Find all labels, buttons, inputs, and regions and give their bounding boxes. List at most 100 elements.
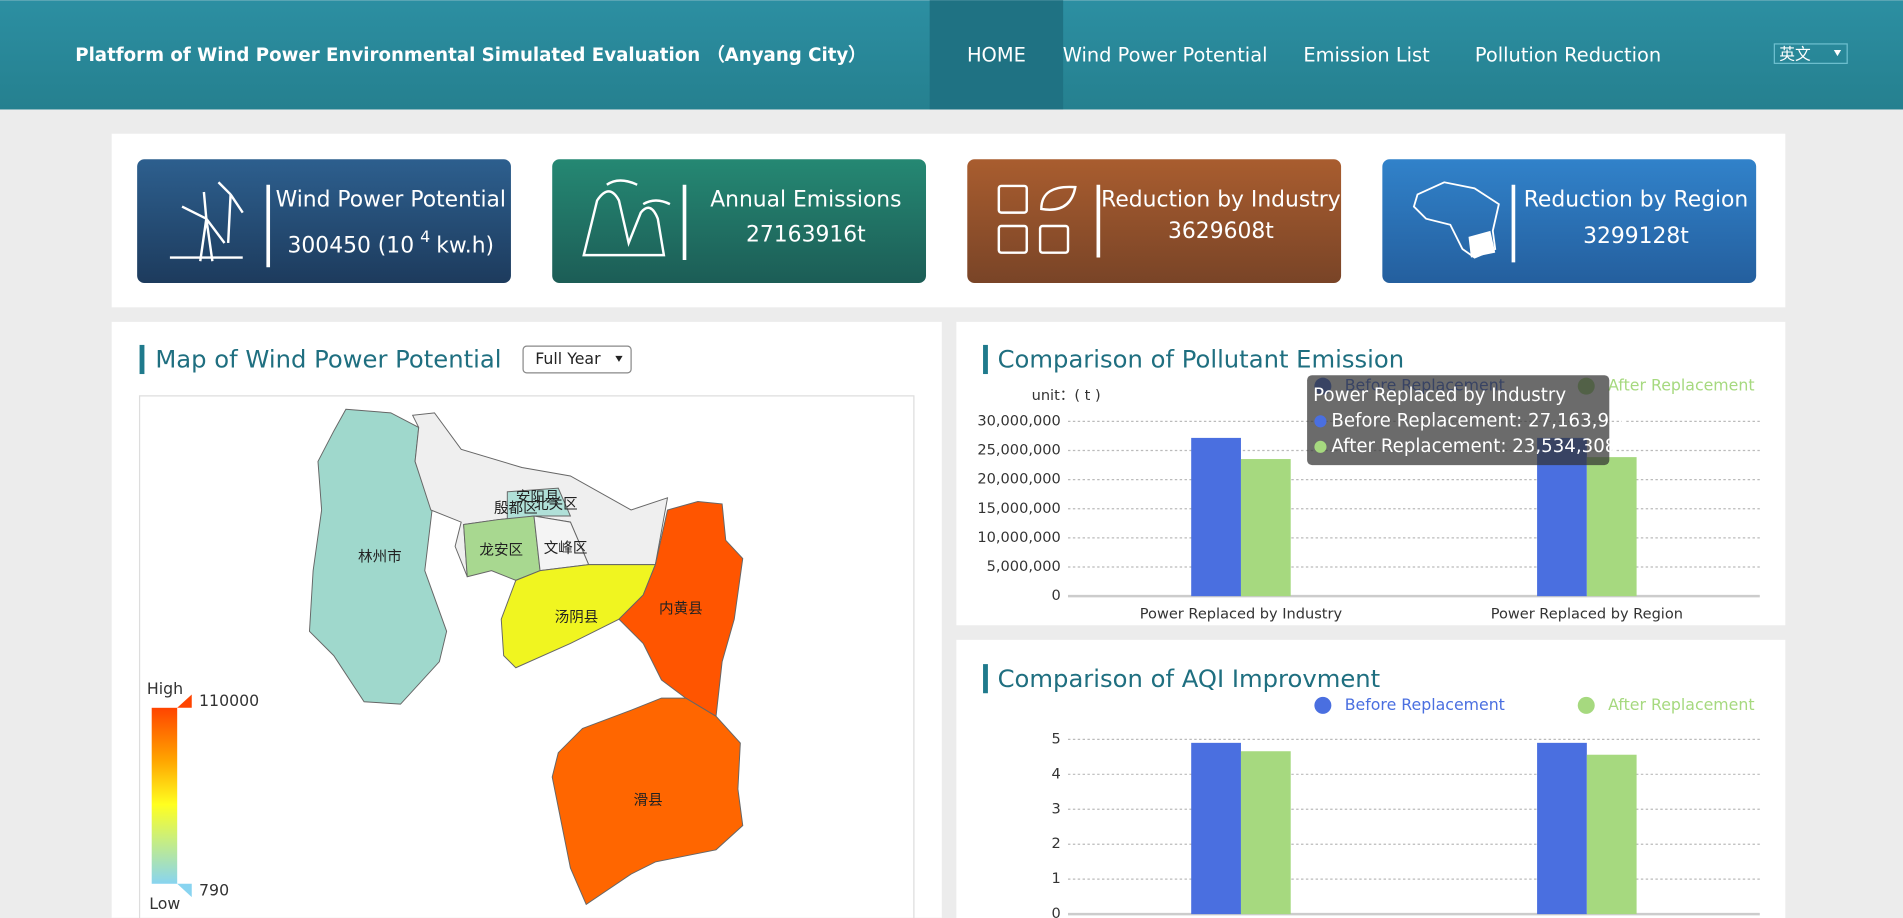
- y-tick-label: 3: [1051, 800, 1060, 817]
- legend-dot: [1577, 696, 1595, 714]
- map: [308, 408, 744, 906]
- bar: [1191, 437, 1241, 597]
- region-label: 林州市: [358, 548, 402, 565]
- dropdown-arrow: [615, 355, 623, 362]
- card-label: Wind Power Potential: [276, 187, 506, 212]
- region-label: 文峰区: [544, 540, 588, 557]
- bar: [1537, 742, 1587, 915]
- legend-low: Low: [149, 894, 180, 913]
- y-tick-label: 5,000,000: [987, 558, 1061, 575]
- y-tick-label: 10,000,000: [977, 529, 1060, 546]
- card-label: Reduction by Region: [1524, 187, 1749, 212]
- y-tick-label: 15,000,000: [977, 500, 1060, 517]
- legend-label: After Replacement: [1608, 695, 1754, 714]
- region-label: 安阳县: [516, 489, 560, 506]
- unit-label: unit：( t ): [1032, 387, 1101, 404]
- y-tick-label: 2: [1051, 835, 1060, 852]
- chart-panel: [956, 321, 1786, 626]
- tooltip-dot: [1314, 415, 1327, 428]
- card: Reduction by Industry 3629608t: [967, 159, 1342, 284]
- title-accent: [139, 344, 145, 375]
- charts: Comparison of Pollutant Emission unit：( t…: [977, 344, 1760, 918]
- region: [506, 487, 572, 521]
- unit: kw.h): [436, 234, 494, 259]
- y-tick-label: 30,000,000: [977, 412, 1060, 429]
- chart-title: Comparison of Pollutant Emission: [998, 345, 1405, 374]
- chart-panel: [956, 639, 1786, 918]
- bar: [1586, 754, 1637, 915]
- period-label: Full Year: [535, 349, 601, 368]
- title-accent: [983, 664, 988, 694]
- nav-item[interactable]: Pollution Reduction: [1475, 44, 1661, 67]
- card: Reduction by Region 3299128t: [1382, 159, 1757, 284]
- card-bg: [552, 159, 927, 284]
- y-tick-label: 4: [1051, 765, 1060, 782]
- region-label: 汤阴县: [555, 609, 599, 626]
- factory-icon: [582, 179, 671, 257]
- legend-label: Before Replacement: [1345, 695, 1505, 714]
- tooltip-entry: After Replacement: 23,534,308: [1331, 436, 1616, 457]
- legend-handle: [177, 694, 192, 708]
- y-tick-label: 0: [1051, 587, 1060, 604]
- card-label: Annual Emissions: [710, 187, 901, 212]
- region-label: 滑县: [634, 792, 663, 809]
- bar: [1586, 457, 1637, 597]
- panel-title: Map of Wind Power Potential: [155, 345, 501, 374]
- legend-min: 790: [199, 881, 229, 900]
- nav-active[interactable]: [929, 0, 1064, 110]
- tooltip-dot: [1314, 440, 1327, 453]
- y-tick-label: 1: [1051, 870, 1060, 887]
- card-bg: [967, 159, 1342, 284]
- legend-bar: [151, 707, 178, 884]
- card-value: 300450 (10 4 kw.h): [288, 226, 495, 258]
- region: [551, 697, 744, 906]
- region: [618, 500, 744, 718]
- card-label: Reduction by Industry: [1101, 187, 1341, 212]
- region-icon-fill: [1468, 230, 1496, 258]
- bar: [1191, 742, 1241, 915]
- value: 300450 (10: [288, 234, 415, 259]
- x-tick-label: Power Replaced by Region: [1491, 605, 1683, 622]
- title-accent: [983, 344, 988, 375]
- legend-high: High: [147, 679, 183, 698]
- x-tick-label: Power Replaced by Industry: [1140, 605, 1343, 622]
- y-tick-label: 20,000,000: [977, 471, 1060, 488]
- card-value: 27163916t: [746, 223, 866, 248]
- bar: [1240, 459, 1291, 597]
- bar: [1240, 751, 1291, 915]
- superscript: 4: [420, 226, 430, 245]
- card-bg: [137, 159, 511, 284]
- card: Wind Power Potential 300450 (10 4 kw.h): [137, 159, 511, 284]
- tooltip-title: Power Replaced by Industry: [1313, 385, 1566, 406]
- period-select[interactable]: [522, 345, 632, 374]
- legend-max: 110000: [199, 691, 259, 710]
- map-frame: [138, 395, 915, 918]
- language-label: 英文: [1779, 44, 1811, 63]
- tooltip-entry: Before Replacement: 27,163,916: [1331, 410, 1632, 431]
- nav-item[interactable]: Emission List: [1303, 44, 1430, 67]
- chart-title: Comparison of AQI Improvment: [998, 664, 1381, 693]
- legend-label: After Replacement: [1608, 376, 1754, 395]
- dropdown-arrow: [1833, 50, 1842, 57]
- region-label: 北关区: [534, 496, 578, 513]
- nav-item[interactable]: HOME: [967, 44, 1026, 67]
- app-title: Platform of Wind Power Environmental Sim…: [75, 45, 866, 66]
- nav-item[interactable]: Wind Power Potential: [1063, 44, 1268, 67]
- y-tick-label: 0: [1051, 905, 1060, 918]
- region-label: 内黄县: [659, 600, 703, 617]
- tooltip: [1307, 375, 1610, 466]
- turbine-icon: [169, 181, 244, 262]
- region-label: 龙安区: [479, 542, 523, 559]
- y-tick-label: 5: [1051, 730, 1060, 747]
- legend-handle: [177, 883, 192, 898]
- card-value: 3629608t: [1168, 219, 1274, 244]
- region-label: 殷都区: [494, 500, 538, 517]
- industry-icon: [997, 184, 1077, 254]
- y-tick-label: 25,000,000: [977, 442, 1060, 459]
- legend-dot: [1314, 696, 1332, 714]
- card: Annual Emissions 27163916t: [552, 159, 927, 284]
- card-value: 3299128t: [1583, 224, 1689, 249]
- language-select[interactable]: [1773, 43, 1848, 64]
